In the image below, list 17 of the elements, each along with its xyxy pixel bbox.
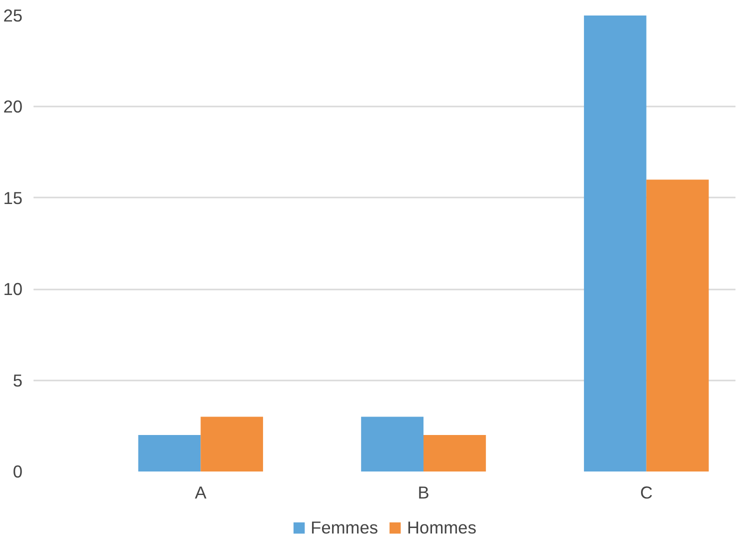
bar [584,16,646,472]
y-tick-label: 0 [12,462,23,482]
x-tick-label: B [418,482,430,502]
x-tick-label: A [194,482,207,502]
y-tick-label: 20 [3,96,23,117]
legend-label: Femmes [310,517,378,538]
y-tick-label: 25 [3,6,23,26]
bar [361,416,424,472]
bar [646,180,709,472]
y-tick-label: 5 [12,370,23,390]
bar [424,435,486,472]
bar [200,416,264,472]
legend-label: Hommes [407,517,476,538]
x-tick-label: C [640,482,653,502]
y-tick-label: 10 [3,279,23,300]
bar [138,435,201,472]
y-tick-label: 15 [3,188,23,208]
